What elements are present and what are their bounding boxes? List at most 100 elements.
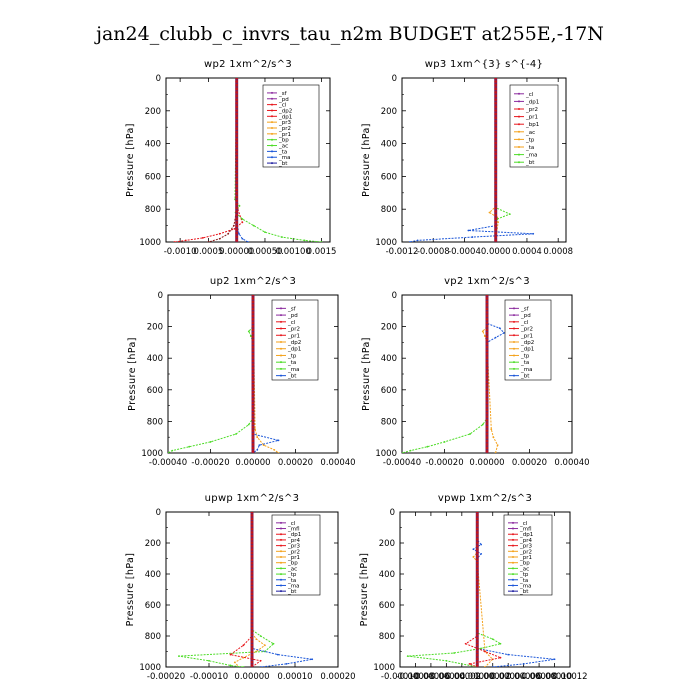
chart-panel-4: vp2 1xm^2/s^3 0 200 400 600 800 1000 Pressure [… bbox=[361, 276, 590, 468]
y-tick-label: 800 bbox=[145, 205, 161, 215]
legend-label: _pr1 bbox=[519, 555, 532, 561]
legend-label: _pr2 bbox=[287, 549, 300, 555]
data-point-bp bbox=[259, 635, 262, 637]
zero-profile-marker bbox=[485, 321, 489, 325]
data-point-tp bbox=[311, 658, 314, 661]
zero-profile-marker bbox=[485, 401, 489, 405]
zero-profile-marker bbox=[235, 148, 238, 152]
legend-marker bbox=[271, 132, 273, 135]
zero-profile-marker bbox=[494, 134, 498, 138]
zero-profile-marker bbox=[494, 235, 498, 239]
data-point-tp bbox=[277, 439, 280, 442]
zero-profile-marker bbox=[251, 443, 255, 446]
zero-profile-marker bbox=[235, 127, 238, 130]
data-point-pr2 bbox=[496, 444, 499, 446]
zero-profile-marker bbox=[485, 324, 489, 328]
legend-marker bbox=[518, 100, 520, 103]
y-tick-label: 800 bbox=[381, 417, 397, 427]
legend-label: _pr3 bbox=[287, 544, 301, 550]
zero-profile-marker bbox=[494, 184, 498, 188]
zero-profile-marker bbox=[235, 141, 238, 145]
zero-profile-marker bbox=[494, 195, 498, 199]
legend-marker bbox=[513, 327, 515, 330]
zero-profile-marker bbox=[485, 314, 489, 318]
data-point-cl bbox=[218, 232, 221, 235]
legend-marker bbox=[513, 307, 515, 310]
series-line-cl bbox=[174, 78, 243, 242]
zero-profile-marker bbox=[485, 342, 489, 345]
zero-profile-marker bbox=[250, 517, 254, 521]
zero-profile-marker bbox=[494, 112, 498, 116]
zero-profile-marker bbox=[235, 78, 238, 80]
x-tick-label: 0.00006 bbox=[506, 672, 541, 682]
data-point-pr1 bbox=[241, 218, 244, 220]
panels: wp2 1xm^2/s^3 0 200 400 600 800 1000 Pressure [… bbox=[125, 59, 590, 682]
legend-marker bbox=[280, 307, 282, 310]
legend-label: _ma bbox=[287, 367, 299, 373]
legend-marker bbox=[280, 590, 282, 593]
x-tick-label: -0.00010 bbox=[190, 672, 228, 682]
chart-panel-1: wp2 1xm^2/s^3 0 200 400 600 800 1000 Pressure [… bbox=[125, 59, 336, 257]
y-tick-label: 200 bbox=[145, 107, 161, 117]
zero-profile-marker bbox=[494, 130, 498, 134]
zero-profile-marker bbox=[494, 78, 498, 80]
legend-marker bbox=[280, 361, 282, 364]
legend-marker bbox=[271, 109, 273, 112]
legend-label: _ac bbox=[287, 566, 297, 572]
zero-profile-marker bbox=[475, 660, 479, 664]
data-point-bp bbox=[272, 642, 275, 645]
data-point-dp2 bbox=[218, 237, 221, 240]
legend-label: _ta bbox=[287, 360, 296, 366]
series-line-pr3 bbox=[229, 512, 262, 667]
legend-label: _dp1 bbox=[287, 347, 301, 353]
y-tick-label: 1000 bbox=[375, 238, 397, 248]
legend-label: _ta bbox=[278, 149, 287, 155]
legend-marker bbox=[512, 533, 514, 536]
zero-profile-marker bbox=[475, 657, 479, 660]
legend-label: _cl bbox=[525, 92, 534, 98]
zero-profile-marker bbox=[251, 366, 255, 370]
data-point-pr2 bbox=[494, 452, 497, 453]
legend-label: _ma bbox=[525, 153, 537, 159]
zero-profile-marker bbox=[235, 105, 238, 109]
zero-profile-marker bbox=[250, 609, 254, 613]
zero-profile-marker bbox=[485, 391, 489, 394]
zero-profile-marker bbox=[475, 633, 479, 637]
legend-label: _pr2 bbox=[525, 107, 538, 113]
zero-profile-marker bbox=[494, 213, 498, 217]
data-point-pr2 bbox=[490, 428, 493, 431]
data-point-bp bbox=[445, 659, 448, 662]
legend-marker bbox=[518, 146, 520, 148]
zero-profile-marker bbox=[250, 520, 254, 524]
data-point-tp bbox=[472, 548, 475, 551]
zero-profile-marker bbox=[250, 514, 254, 517]
zero-profile-marker bbox=[485, 415, 489, 418]
panel-title: wp3 1xm^{3} s^{-4} bbox=[425, 59, 543, 70]
legend: _sf_pd_cl_dp2_dp1_pr3_pr2_pr1_bp_ac_ta_m… bbox=[262, 84, 320, 168]
zero-profile-marker bbox=[251, 425, 255, 429]
legend-label: _pr2 bbox=[520, 327, 533, 333]
legend-label: _bp bbox=[287, 561, 298, 567]
legend-label: _dp1 bbox=[287, 532, 301, 538]
zero-profile-marker bbox=[235, 145, 238, 148]
data-point-tp bbox=[256, 448, 259, 451]
legend-marker bbox=[280, 573, 282, 576]
zero-profile-marker bbox=[251, 401, 255, 405]
legend-label: _pr2 bbox=[519, 549, 532, 555]
zero-profile-marker bbox=[251, 321, 255, 325]
x-tick-label: 0.00040 bbox=[320, 458, 355, 468]
legend-label: _ac bbox=[519, 566, 529, 572]
zero-profile-marker bbox=[251, 324, 255, 328]
zero-profile-marker bbox=[250, 589, 254, 592]
zero-profile-marker bbox=[251, 391, 255, 394]
data-point-pr2 bbox=[264, 644, 266, 647]
data-point-pr2 bbox=[492, 436, 495, 439]
zero-profile-marker bbox=[485, 297, 489, 300]
zero-profile-marker bbox=[251, 300, 255, 304]
zero-profile-marker bbox=[494, 163, 498, 166]
data-point-pr2 bbox=[484, 666, 486, 667]
data-point-tp bbox=[503, 332, 505, 334]
legend-label: _pd bbox=[520, 313, 531, 319]
zero-profile-marker bbox=[485, 345, 489, 349]
x-tick-label: 0.00020 bbox=[320, 672, 355, 682]
